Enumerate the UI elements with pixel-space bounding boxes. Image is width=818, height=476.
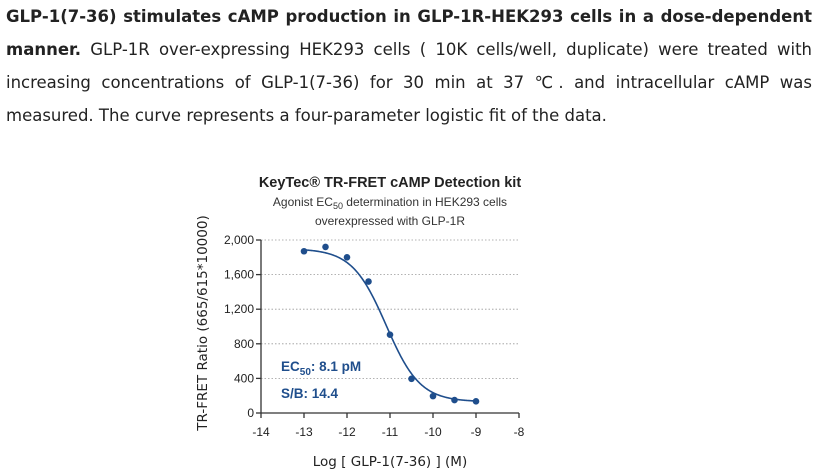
data-point [365,278,372,285]
x-tick-label: -12 [338,425,356,439]
data-point [451,396,458,404]
ec50-sub: 50 [300,367,312,378]
y-tick-label: 400 [234,371,254,385]
sb-annotation: S/B: 14.4 [281,386,339,401]
x-tick-label: -8 [514,425,525,439]
x-axis-ticks: -14 -13 -12 -11 -10 -9 -8 [252,413,525,439]
ec50-post: : 8.1 pM [311,359,361,374]
x-tick-label: -10 [424,425,442,439]
grid-lines [261,239,519,379]
subtitle-pre: Agonist EC [273,195,333,209]
data-point [472,398,480,405]
data-point [408,375,415,383]
x-tick-label: -9 [471,425,482,439]
chart-subtitle-line2: overexpressed with GLP-1R [315,214,465,228]
x-tick-label: -14 [252,425,270,439]
data-points [300,243,480,405]
x-tick-label: -13 [295,425,313,439]
ec50-pre: EC [281,359,300,374]
caption-text: GLP-1R over-expressing HEK293 cells ( 10… [6,40,812,125]
caption-bold: GLP-1(7-36) stimulates cAMP production i… [6,7,812,59]
y-tick-label: 2,000 [224,233,254,247]
data-point [429,392,437,400]
chart-subtitle-line1: Agonist EC50 determination in HEK293 cel… [273,195,507,211]
y-tick-label: 800 [234,337,254,351]
subtitle-post: determination in HEK293 cells [343,195,507,209]
y-axis-ticks: 0 400 800 1,200 1,600 2,000 [224,233,261,420]
y-tick-label: 1,200 [224,302,254,316]
data-point [300,247,308,255]
y-axis-label: TR-FRET Ratio (665/615*10000) [195,215,211,431]
x-axis-label: Log [ GLP-1(7-36) ] (M) [313,454,467,470]
subtitle-sub: 50 [333,201,343,211]
data-point [322,243,329,251]
data-point [343,253,351,261]
y-tick-label: 1,600 [224,268,254,282]
data-point [386,331,394,339]
figure-caption: GLP-1(7-36) stimulates cAMP production i… [6,0,812,132]
x-tick-label: -11 [382,425,399,439]
ec50-annotation: EC50: 8.1 pM [281,359,361,378]
chart-title: KeyTec® TR-FRET cAMP Detection kit [259,175,522,191]
y-tick-label: 0 [247,406,254,420]
